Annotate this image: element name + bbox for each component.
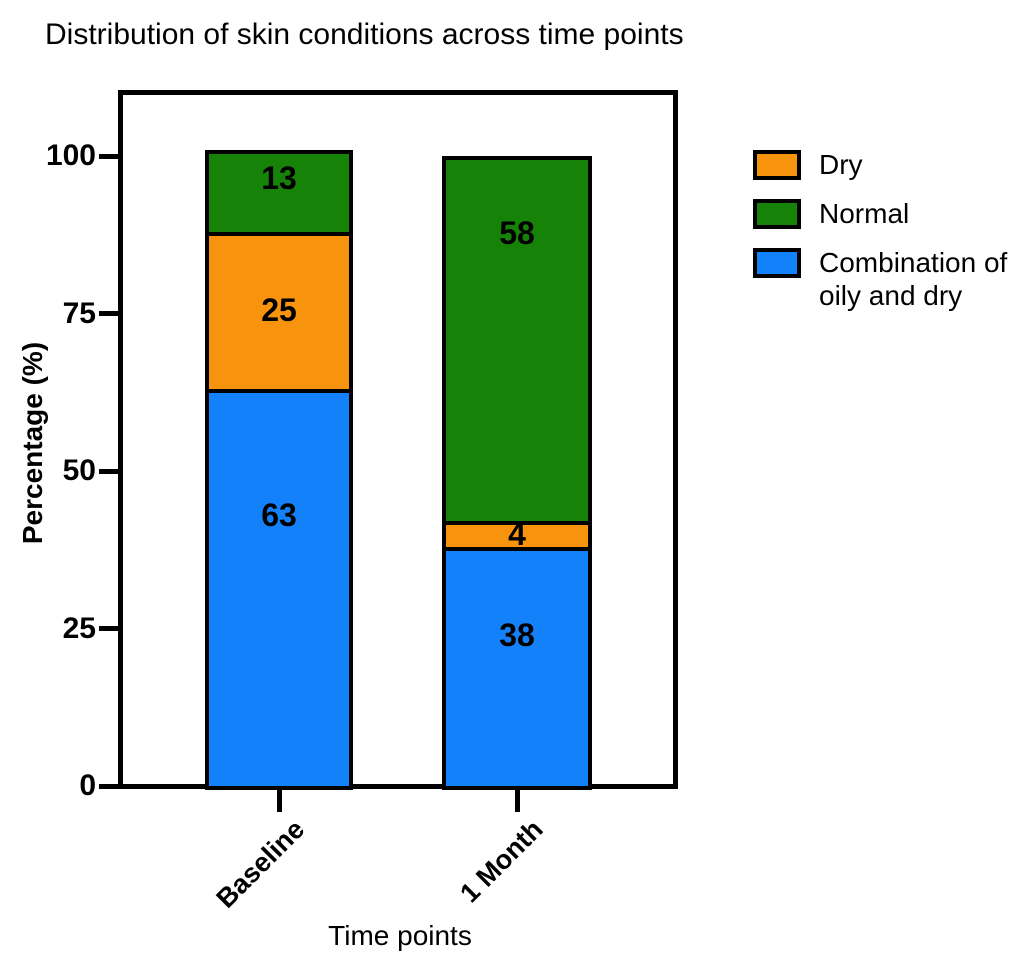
legend-swatch [753,150,801,180]
legend-label: Dry [819,149,863,180]
legend-label: Normal [819,198,910,229]
bar-value-label: 25 [261,292,297,329]
y-tick-mark [99,153,119,159]
bar-value-label: 58 [499,214,535,251]
bar-segment-1-month [442,156,592,526]
legend-swatch [753,248,801,278]
y-tick-label: 50 [62,454,96,487]
y-tick-label: 100 [45,139,96,172]
chart-title: Distribution of skin conditions across t… [45,18,684,51]
y-tick-label: 0 [79,769,96,802]
y-axis-title: Percentage (%) [17,341,48,545]
x-axis-title: Time points [328,920,472,951]
bar-value-label: 13 [261,160,297,197]
bar-value-label: 38 [499,617,535,654]
y-tick-mark [99,783,119,789]
y-tick-mark [99,311,119,316]
y-tick-label: 75 [62,296,96,330]
bar-segment-baseline [205,149,353,236]
bar-segment-baseline [205,389,353,790]
bar-value-label: 63 [261,496,297,533]
y-tick-label: 25 [62,611,96,645]
y-tick-mark [99,468,119,474]
x-tick-mark [514,789,520,812]
legend-swatch [753,199,801,229]
legend-item: Dry [753,148,1024,181]
x-tick-label: Baseline [210,814,311,914]
legend: Dry Normal Combination of oily and dry [753,148,1024,328]
bar-segment-baseline [205,231,353,394]
legend-label: Combination of oily and dry [819,247,1008,311]
plot-frame [118,90,678,789]
y-tick-mark [99,626,119,631]
legend-item: Normal [753,197,1024,230]
x-tick-label: 1 Month [453,814,549,909]
bar-segment-1-month [442,546,592,790]
legend-item: Combination of oily and dry [753,246,1024,312]
x-tick-mark [276,789,282,812]
bar-value-label: 4 [508,516,526,552]
